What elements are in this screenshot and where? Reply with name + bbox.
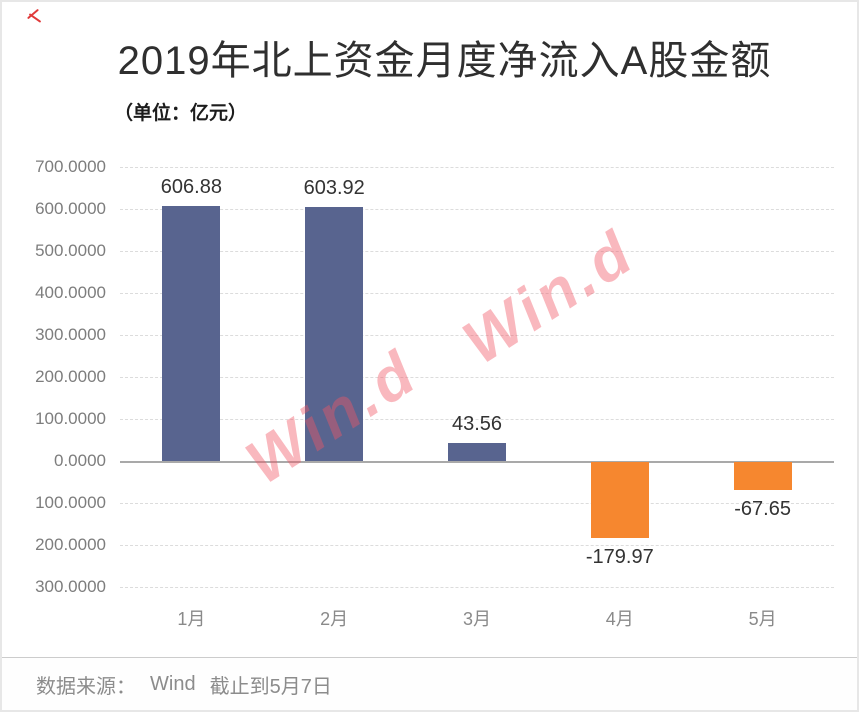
y-tick-label: 200.0000 [35,535,106,554]
y-axis-labels: 700.0000 600.0000 500.0000 400.0000 300.0000… [2,157,106,596]
source-footer: 数据来源： Wind 截止到5月7日 [2,657,857,710]
wind-watermark: Win.d [451,217,647,378]
bar-1月 [162,206,221,461]
gridline [120,251,834,252]
y-tick-label: 100.0000 [35,493,106,512]
bar-value-label: 606.88 [160,176,222,199]
date-note: 截止到5月7日 [209,675,332,698]
y-tick-label: 200.0000 [35,367,106,386]
gridline [120,293,834,294]
x-tick-label: 4月 [605,609,634,629]
y-tick-label: 100.0000 [35,409,106,428]
red-scribble-icon [26,8,42,23]
gridline [120,419,834,420]
bar-5月 [733,462,792,491]
bar-value-label: -67.65 [734,498,791,521]
x-tick-label: 2月 [320,609,349,629]
gridline [120,377,834,378]
y-tick-label: 0.0000 [54,451,106,470]
y-tick-label: 300.0000 [35,325,106,344]
x-tick-label: 5月 [748,609,777,629]
gridline [120,209,834,210]
bar-value-label: -179.97 [585,545,654,568]
gridline [120,167,834,168]
bar-chart: 700.0000 600.0000 500.0000 400.0000 300.0000… [2,157,857,629]
plot-area: 606.88 1月 603.92 2月 43.56 3月 -179.97 4月 -67.65 5月… [120,167,834,629]
bar-value-label: 43.56 [451,412,503,435]
y-tick-label: 500.0000 [35,241,106,260]
gridline [120,587,834,588]
y-tick-label: 300.0000 [35,577,106,596]
gridline [120,335,834,336]
bar-2月 [305,207,364,461]
y-tick-label: 400.0000 [35,283,106,302]
gridline [120,545,834,546]
x-tick-label: 3月 [462,609,491,629]
y-tick-label: 700.0000 [35,157,106,176]
source-value: Wind [150,672,196,695]
y-tick-label: 600.0000 [35,199,106,218]
x-tick-label: 1月 [177,609,206,629]
chart-unit-label: （单位：亿元） [114,103,248,124]
bar-value-label: 603.92 [303,177,365,200]
gridline [120,503,834,504]
bar-3月 [448,442,506,461]
zero-axis-line [120,461,834,463]
chart-title: 2019年北上资金月度净流入A股金额 [117,39,772,83]
source-label: 数据来源： [36,675,136,698]
bar-4月 [590,462,649,538]
